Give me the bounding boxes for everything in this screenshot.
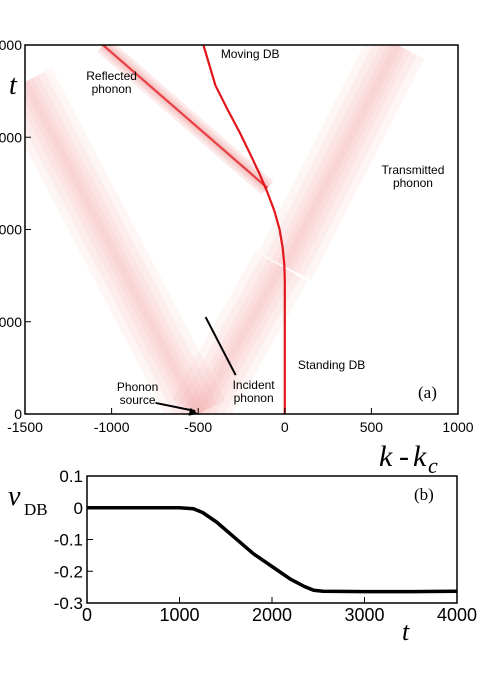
phonon-band-transmitted xyxy=(258,45,425,280)
incident-pointer-line xyxy=(204,316,237,376)
panel-a-x-axis-label: k - k c xyxy=(379,440,438,478)
phonon-band-stroke xyxy=(25,80,202,414)
phonon-band-stroke xyxy=(265,45,417,277)
annotation-line: phonon xyxy=(393,176,433,190)
x-tick-label: 0 xyxy=(82,605,92,625)
panel-b-y-axis-label: v DB xyxy=(8,481,48,519)
y-tick-label: 0 xyxy=(14,406,22,422)
phonon-band-stroke xyxy=(276,45,406,271)
annotation-line: Transmitted xyxy=(382,163,445,177)
phonon-band-incident-left xyxy=(25,68,225,414)
annotation-line: Moving DB xyxy=(221,47,280,61)
x-tick-label: 4000 xyxy=(437,605,477,625)
phonon-band-stroke xyxy=(281,45,401,269)
annotation-line: phonon xyxy=(92,82,132,96)
y-tick-label: 0.1 xyxy=(59,467,83,486)
phonon-band-stroke xyxy=(194,264,285,414)
db-trajectory-layer xyxy=(202,45,286,414)
annotation-line: Standing DB xyxy=(298,358,365,372)
annotation-moving-db: Moving DB xyxy=(221,47,280,61)
panel-b-label: (b) xyxy=(414,485,434,504)
x-axis-label-k: k xyxy=(379,440,393,473)
phonon-field xyxy=(25,45,425,414)
annotation-standing-db: Standing DB xyxy=(298,358,365,372)
y-axis-label-sub: DB xyxy=(24,500,48,519)
annotation-line: Phonon xyxy=(117,380,158,394)
panel-b-x-axis-label: t xyxy=(402,617,410,646)
x-tick-label: 2000 xyxy=(252,605,292,625)
x-tick-label: 1000 xyxy=(159,605,199,625)
panel-a: -1500 -1000 -500 0 500 1000 0 1000 2000 3000 4000… xyxy=(0,37,474,478)
x-tick-label: 1000 xyxy=(442,419,473,435)
x-tick-label: -500 xyxy=(184,419,212,435)
x-tick-label: 3000 xyxy=(344,605,384,625)
x-axis-label-k2: k xyxy=(413,440,427,473)
panel-a-label: (a) xyxy=(418,383,437,402)
y-tick-label: 3000 xyxy=(0,129,22,145)
phonon-band-incident-right xyxy=(172,251,308,414)
x-tick-label: 500 xyxy=(360,419,384,435)
annotation-line: source xyxy=(120,393,156,407)
annotation-incident: Incident phonon xyxy=(233,378,276,405)
db-trajectory-line xyxy=(202,45,286,414)
annotation-reflected: Reflected phonon xyxy=(86,69,137,96)
phonon-band-stroke xyxy=(25,68,225,414)
phonon-band-stroke xyxy=(190,261,290,414)
y-tick-label: -0.3 xyxy=(54,594,83,613)
y-tick-label: 2000 xyxy=(0,222,22,238)
annotation-line: phonon xyxy=(234,391,274,405)
velocity-line xyxy=(87,506,457,594)
y-tick-label: 1000 xyxy=(0,314,22,330)
reflected-phonon-ridge xyxy=(102,45,269,189)
annotation-line: Incident xyxy=(233,378,276,392)
y-tick-label: 4000 xyxy=(0,37,22,53)
panel-b-x-ticks: 0 1000 2000 3000 4000 xyxy=(82,597,477,625)
annotation-source: Phonon source xyxy=(117,380,158,407)
phonon-band-stroke xyxy=(25,74,212,414)
phonon-band-stroke xyxy=(25,71,218,414)
y-axis-label-v: v xyxy=(8,481,21,512)
x-axis-label-minus: - xyxy=(399,440,409,473)
y-tick-label: -0.1 xyxy=(54,531,83,550)
x-tick-label: -1500 xyxy=(7,419,43,435)
phonon-band-stroke xyxy=(179,255,301,414)
phonon-band-stroke xyxy=(258,45,425,280)
phonon-band-stroke xyxy=(185,259,295,414)
phonon-band-stroke xyxy=(172,251,308,414)
annotation-transmitted: Transmitted phonon xyxy=(382,163,445,190)
annotation-line: Reflected xyxy=(86,69,137,83)
phonon-band-stroke xyxy=(25,77,207,414)
y-tick-label: -0.2 xyxy=(54,562,83,581)
panel-a-x-ticks: -1500 -1000 -500 0 500 1000 xyxy=(7,408,474,435)
panel-b-y-ticks: 0.1 0 -0.1 -0.2 -0.3 xyxy=(54,467,93,613)
x-tick-label: -1000 xyxy=(94,419,130,435)
panel-b: 0 1000 2000 3000 4000 0.1 0 -0.1 -0.2 -0.3 (b) v… xyxy=(8,467,477,646)
source-arrow-line xyxy=(155,401,196,412)
y-tick-label: 0 xyxy=(74,499,83,518)
panel-a-y-ticks: 0 1000 2000 3000 4000 xyxy=(0,37,31,422)
panel-b-frame xyxy=(86,475,458,604)
panel-a-y-axis-label: t xyxy=(9,70,18,101)
phonon-band-stroke xyxy=(271,45,411,274)
x-tick-label: 0 xyxy=(281,419,289,435)
velocity-layer xyxy=(87,506,457,594)
x-axis-label-sub: c xyxy=(428,453,438,478)
